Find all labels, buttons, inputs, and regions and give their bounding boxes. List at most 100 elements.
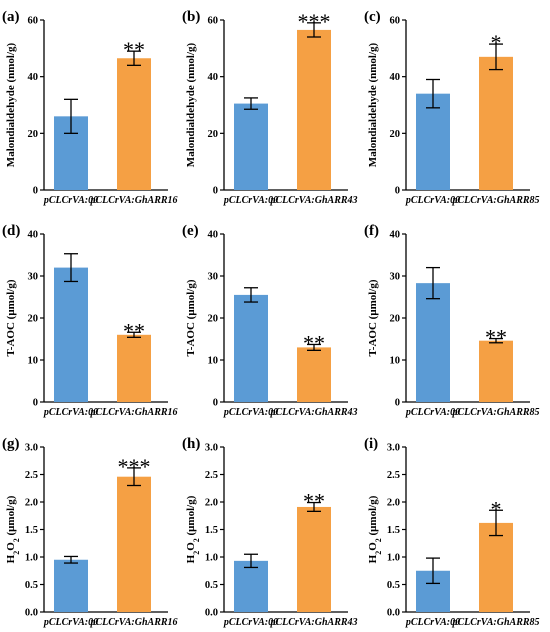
y-tick-label: 0 — [33, 398, 38, 409]
x-category-label: pCLCrVA:00 — [43, 617, 98, 628]
y-tick-label: 2.5 — [387, 470, 400, 481]
panel-label: (c) — [364, 9, 381, 25]
bar-treatment — [117, 58, 151, 190]
y-tick-label: 1.0 — [25, 553, 38, 564]
y-tick-label: 0.0 — [387, 608, 400, 619]
y-axis-label: T-AOC (μmol/g) — [5, 279, 17, 356]
y-tick-label: 2.0 — [205, 498, 218, 509]
y-tick-label: 40 — [208, 72, 219, 83]
y-tick-label: 20 — [28, 314, 39, 325]
y-axis-label: H2O2 (μmol/g) — [367, 495, 383, 563]
y-tick-label: 0 — [395, 186, 400, 197]
y-tick-label: 40 — [390, 72, 401, 83]
panel-label: (e) — [182, 223, 199, 239]
bar-control — [54, 267, 88, 402]
y-tick-label: 1.5 — [387, 525, 400, 536]
y-tick-label: 0 — [213, 398, 218, 409]
y-tick-label: 0.5 — [387, 580, 400, 591]
y-tick-label: 40 — [390, 230, 401, 241]
y-tick-label: 60 — [390, 16, 401, 27]
panel-f: (f) 0 10 20 30 40 T-AOC (μmol/g) pCLCrVA:00 ** pC… — [364, 223, 540, 418]
y-tick-label: 3.0 — [205, 443, 218, 454]
x-category-label: pCLCrVA:00 — [223, 407, 278, 418]
bar-control — [416, 283, 450, 402]
y-axis-label: Malondialdehyde (nmol/g) — [5, 42, 17, 167]
x-category-label: pCLCrVA:00 — [405, 617, 460, 628]
y-tick-label: 0.5 — [205, 580, 218, 591]
panel-e: (e) 0 10 20 30 40 T-AOC (μmol/g) pCLCrVA:00 ** pC… — [182, 223, 358, 418]
y-tick-label: 40 — [28, 230, 39, 241]
y-axis-label: Malondialdehyde (nmol/g) — [185, 42, 197, 167]
bar-control — [234, 294, 268, 402]
x-category-label: pCLCrVA:GhARR43 — [269, 407, 357, 418]
x-category-label: pCLCrVA:GhARR16 — [89, 407, 177, 418]
panel-label: (d) — [2, 223, 20, 239]
bar-treatment — [297, 347, 331, 402]
y-tick-label: 3.0 — [387, 443, 400, 454]
y-tick-label: 60 — [208, 16, 219, 27]
panel-i: (i) 0.0 0.5 1.0 1.5 2.0 2.5 3.0 H2O2 (μmol/g) pCL… — [364, 436, 540, 628]
y-tick-label: 2.5 — [25, 470, 38, 481]
y-axis-label: H2O2 (μmol/g) — [5, 495, 21, 563]
significance-marker: ** — [485, 325, 507, 350]
bar-treatment — [479, 56, 513, 191]
bar-control — [416, 93, 450, 190]
y-tick-label: 30 — [390, 272, 401, 283]
panel-label: (a) — [2, 9, 20, 25]
y-tick-label: 30 — [28, 272, 39, 283]
bar-control — [54, 559, 88, 612]
bar-treatment — [117, 476, 151, 612]
y-tick-label: 0.0 — [205, 608, 218, 619]
y-tick-label: 0.5 — [25, 580, 38, 591]
y-axis-label: H2O2 (μmol/g) — [185, 495, 201, 563]
bar-control — [234, 103, 268, 190]
x-category-label: pCLCrVA:GhARR16 — [89, 617, 177, 628]
significance-marker: ** — [303, 330, 325, 355]
y-tick-label: 40 — [208, 230, 219, 241]
x-category-label: pCLCrVA:GhARR85 — [451, 195, 539, 206]
y-tick-label: 10 — [390, 356, 401, 367]
panel-label: (b) — [182, 9, 200, 25]
x-category-label: pCLCrVA:00 — [223, 617, 278, 628]
x-category-label: pCLCrVA:00 — [223, 195, 278, 206]
y-tick-label: 1.0 — [205, 553, 218, 564]
y-tick-label: 2.0 — [25, 498, 38, 509]
bar-treatment — [297, 506, 331, 612]
bar-treatment — [479, 522, 513, 612]
y-tick-label: 0 — [213, 186, 218, 197]
y-tick-label: 10 — [208, 356, 219, 367]
panel-label: (g) — [2, 436, 20, 452]
bar-treatment — [117, 334, 151, 402]
panel-d: (d) 0 10 20 30 40 T-AOC (μmol/g) pCLCrVA:00 ** pC… — [2, 223, 178, 418]
significance-marker: *** — [118, 454, 151, 479]
panel-label: (i) — [364, 436, 378, 452]
x-category-label: pCLCrVA:GhARR43 — [269, 617, 357, 628]
x-category-label: pCLCrVA:00 — [43, 195, 98, 206]
panel-g: (g) 0.0 0.5 1.0 1.5 2.0 2.5 3.0 H2O2 (μmol/g) pCL… — [2, 436, 178, 628]
significance-marker: ** — [123, 318, 145, 343]
y-tick-label: 20 — [390, 314, 401, 325]
y-axis-label: Malondialdehyde (nmol/g) — [367, 42, 379, 167]
y-tick-label: 30 — [208, 272, 219, 283]
bar-control — [234, 560, 268, 612]
panel-h: (h) 0.0 0.5 1.0 1.5 2.0 2.5 3.0 H2O2 (μmol/g) pCL… — [182, 436, 358, 628]
y-tick-label: 1.0 — [387, 553, 400, 564]
y-tick-label: 0 — [33, 186, 38, 197]
x-category-label: pCLCrVA:00 — [43, 407, 98, 418]
significance-marker: * — [491, 496, 502, 521]
bar-treatment — [479, 340, 513, 402]
y-axis-label: T-AOC (μmol/g) — [185, 279, 197, 356]
significance-marker: *** — [298, 9, 331, 34]
y-tick-label: 10 — [28, 356, 39, 367]
y-tick-label: 2.5 — [205, 470, 218, 481]
x-category-label: pCLCrVA:GhARR43 — [269, 195, 357, 206]
x-category-label: pCLCrVA:00 — [405, 407, 460, 418]
panel-a: (a) 0 20 40 60 Malondialdehyde (nmol/g) pCLCrV… — [2, 9, 178, 206]
y-tick-label: 2.0 — [387, 498, 400, 509]
y-tick-label: 20 — [28, 129, 39, 140]
y-tick-label: 0 — [395, 398, 400, 409]
y-tick-label: 3.0 — [25, 443, 38, 454]
y-tick-label: 60 — [28, 16, 39, 27]
y-tick-label: 20 — [208, 314, 219, 325]
